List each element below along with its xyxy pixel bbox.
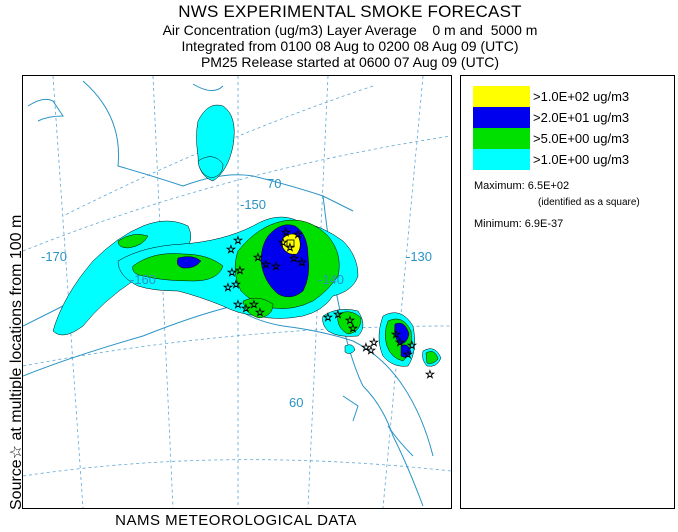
source-star: ☆	[226, 244, 236, 256]
source-star: ☆	[233, 299, 243, 311]
source-star: ☆	[323, 312, 333, 324]
source-star: ☆	[333, 309, 343, 321]
source-star: ☆	[391, 329, 401, 341]
contour-green-south	[242, 297, 274, 319]
source-star: ☆	[345, 315, 355, 327]
lon-label-170: -170	[41, 249, 67, 264]
legend-label: >1.0E+02 ug/m3	[533, 89, 630, 104]
source-star: ☆	[297, 257, 307, 269]
legend-label: >2.0E+01 ug/m3	[533, 110, 630, 125]
source-star: ☆	[285, 242, 295, 254]
chart-title: NWS EXPERIMENTAL SMOKE FORECAST	[178, 2, 522, 21]
lon-label-140: -140	[318, 272, 344, 287]
maximum-square-marker	[286, 239, 295, 248]
lon-label-160: -160	[130, 272, 156, 287]
source-star: ☆	[361, 342, 371, 354]
legend-item-100: >1.0E+02 ug/m3	[473, 86, 629, 107]
source-star: ☆	[348, 323, 358, 335]
legend-label: >5.0E+00 ug/m3	[533, 131, 630, 146]
lat-label-60: 60	[289, 395, 303, 410]
source-star: ☆	[395, 337, 405, 349]
source-star: ☆	[278, 237, 288, 249]
contour-blue-west	[176, 256, 202, 269]
source-star: ☆	[425, 369, 435, 381]
maximum-value: Maximum: 6.5E+02	[474, 180, 570, 192]
legend-swatch-green	[473, 128, 530, 149]
source-star: ☆	[241, 303, 251, 315]
contour-cyan-speck	[344, 344, 356, 354]
source-star: ☆	[223, 282, 233, 294]
subtitle-release-time: PM25 Release started at 0600 07 Aug 09 (…	[200, 54, 500, 70]
source-star: ☆	[233, 235, 243, 247]
legend-label: >1.0E+00 ug/m3	[533, 152, 630, 167]
smoke-map: ☆ ☆ ☆ ☆ ☆ ☆ ☆ ☆ ☆ ☆ ☆ ☆ ☆ ☆ ☆ ☆ ☆ ☆ ☆ ☆ …	[22, 75, 452, 509]
legend-swatch-cyan	[473, 149, 530, 170]
legend: >1.0E+02 ug/m3 >2.0E+01 ug/m3 >5.0E+00 u…	[460, 75, 675, 509]
source-star: ☆	[231, 279, 241, 291]
subtitle-concentration: Air Concentration (ug/m3) Layer Average …	[162, 22, 538, 38]
map-canvas: ☆ ☆ ☆ ☆ ☆ ☆ ☆ ☆ ☆ ☆ ☆ ☆ ☆ ☆ ☆ ☆ ☆ ☆ ☆ ☆ …	[23, 76, 451, 508]
map-labels: -170 -160 -150 -140 -130 70 60	[41, 176, 432, 410]
legend-item-20: >2.0E+01 ug/m3	[473, 107, 629, 128]
source-star: ☆	[369, 337, 379, 349]
smoke-plume	[52, 104, 442, 367]
source-star: ☆	[261, 259, 271, 271]
title-block: NWS EXPERIMENTAL SMOKE FORECAST Air Conc…	[20, 2, 678, 70]
contour-blue-se-1	[394, 322, 410, 345]
contour-green-west	[117, 234, 149, 249]
source-star: ☆	[403, 349, 413, 361]
source-star: ☆	[255, 307, 265, 319]
latitude-line-70	[23, 135, 451, 252]
contour-green-se-3	[425, 351, 439, 364]
source-star: ☆	[235, 265, 245, 277]
source-star: ☆	[366, 345, 376, 357]
meridian-160	[152, 76, 174, 508]
lon-label-150: -150	[240, 197, 266, 212]
source-star: ☆	[281, 227, 291, 239]
contour-blue-se-2	[400, 344, 412, 358]
subtitle-integration-period: Integrated from 0100 08 Aug to 0200 08 A…	[181, 38, 519, 54]
minimum-value: Minimum: 6.9E-37	[474, 218, 564, 230]
legend-item-1: >1.0E+00 ug/m3	[473, 149, 629, 170]
lat-label-70: 70	[267, 176, 281, 191]
maximum-note: (identified as a square)	[538, 197, 640, 208]
source-star: ☆	[249, 299, 259, 311]
contour-cyan-ne-patch	[197, 156, 224, 179]
source-stars: ☆ ☆ ☆ ☆ ☆ ☆ ☆ ☆ ☆ ☆ ☆ ☆ ☆ ☆ ☆ ☆ ☆ ☆ ☆ ☆ …	[223, 227, 436, 382]
legend-swatch-yellow	[473, 86, 530, 107]
footer-data-source: NAMS METEOROLOGICAL DATA	[115, 512, 357, 529]
source-star: ☆	[289, 253, 299, 265]
legend-item-5: >5.0E+00 ug/m3	[473, 128, 629, 149]
contour-yellow-peak	[281, 233, 301, 255]
lon-label-130: -130	[406, 249, 432, 264]
source-star: ☆	[227, 267, 237, 279]
meridian-170	[52, 76, 84, 508]
contour-green-se-1	[337, 311, 362, 335]
source-star: ☆	[293, 229, 303, 241]
legend-swatch-blue	[473, 107, 530, 128]
meridian-130	[382, 76, 424, 508]
source-star: ☆	[253, 252, 263, 264]
latitude-line-bottom	[23, 459, 451, 477]
source-star: ☆	[407, 340, 417, 352]
source-star: ☆	[271, 261, 281, 273]
